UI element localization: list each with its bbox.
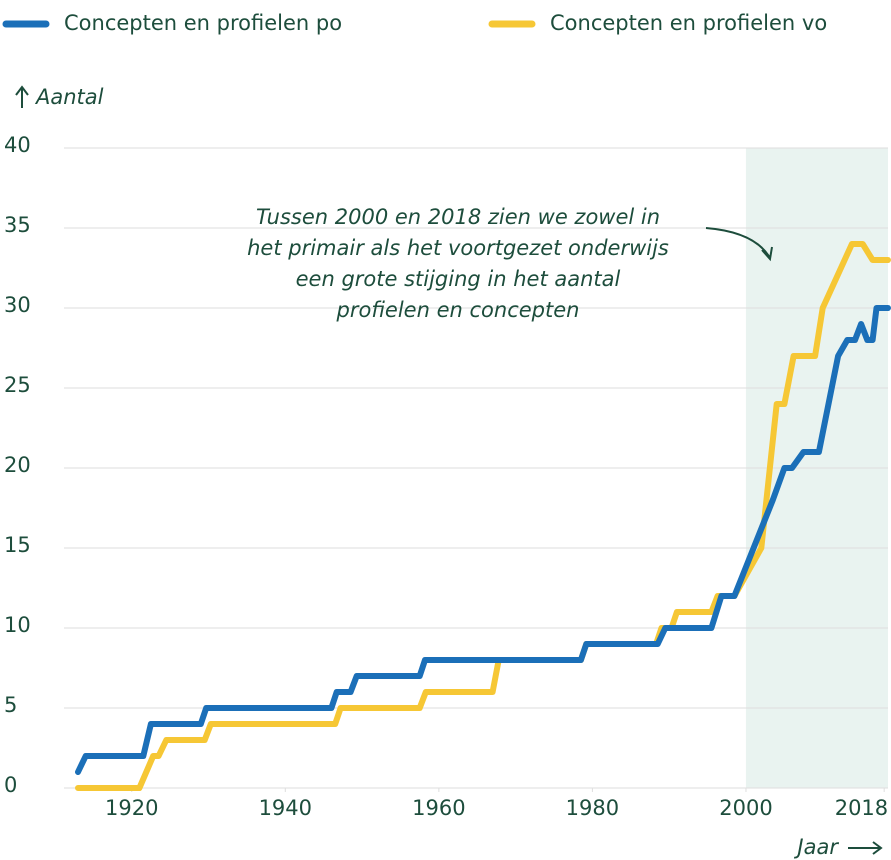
legend-label: Concepten en profielen po — [64, 11, 342, 35]
annotation: profielen en concepten — [336, 298, 580, 322]
y-tick-label: 15 — [4, 533, 31, 557]
x-tick-label: 1940 — [259, 796, 312, 820]
annotation: Tussen 2000 en 2018 zien we zowel in — [256, 205, 660, 229]
series-line — [75, 241, 891, 791]
annotation: een grote stijging in het aantal — [296, 267, 621, 291]
y-tick-label: 35 — [4, 213, 31, 237]
y-tick-label: 30 — [4, 293, 31, 317]
y-axis-label: Aantal — [34, 85, 104, 109]
x-axis-label: Jaar — [793, 835, 839, 859]
x-axis-arrow — [848, 841, 883, 855]
x-tick-label: 1980 — [566, 796, 619, 820]
y-tick-label: 10 — [4, 613, 31, 637]
y-tick-label: 5 — [4, 693, 17, 717]
legend-label: Concepten en profielen vo — [550, 11, 827, 35]
y-tick-label: 40 — [4, 133, 31, 157]
y-tick-label: 25 — [4, 373, 31, 397]
series-line — [75, 305, 891, 775]
x-tick-label: 2018 — [835, 796, 888, 820]
y-tick-label: 20 — [4, 453, 31, 477]
annotation: het primair als het voortgezet onderwijs — [247, 236, 669, 260]
x-tick-label: 2000 — [719, 796, 772, 820]
x-tick-label: 1960 — [412, 796, 465, 820]
annotation-arrow — [705, 227, 773, 262]
x-tick-label: 1920 — [105, 796, 158, 820]
y-tick-label: 0 — [4, 773, 17, 797]
y-axis-arrow — [15, 85, 29, 108]
